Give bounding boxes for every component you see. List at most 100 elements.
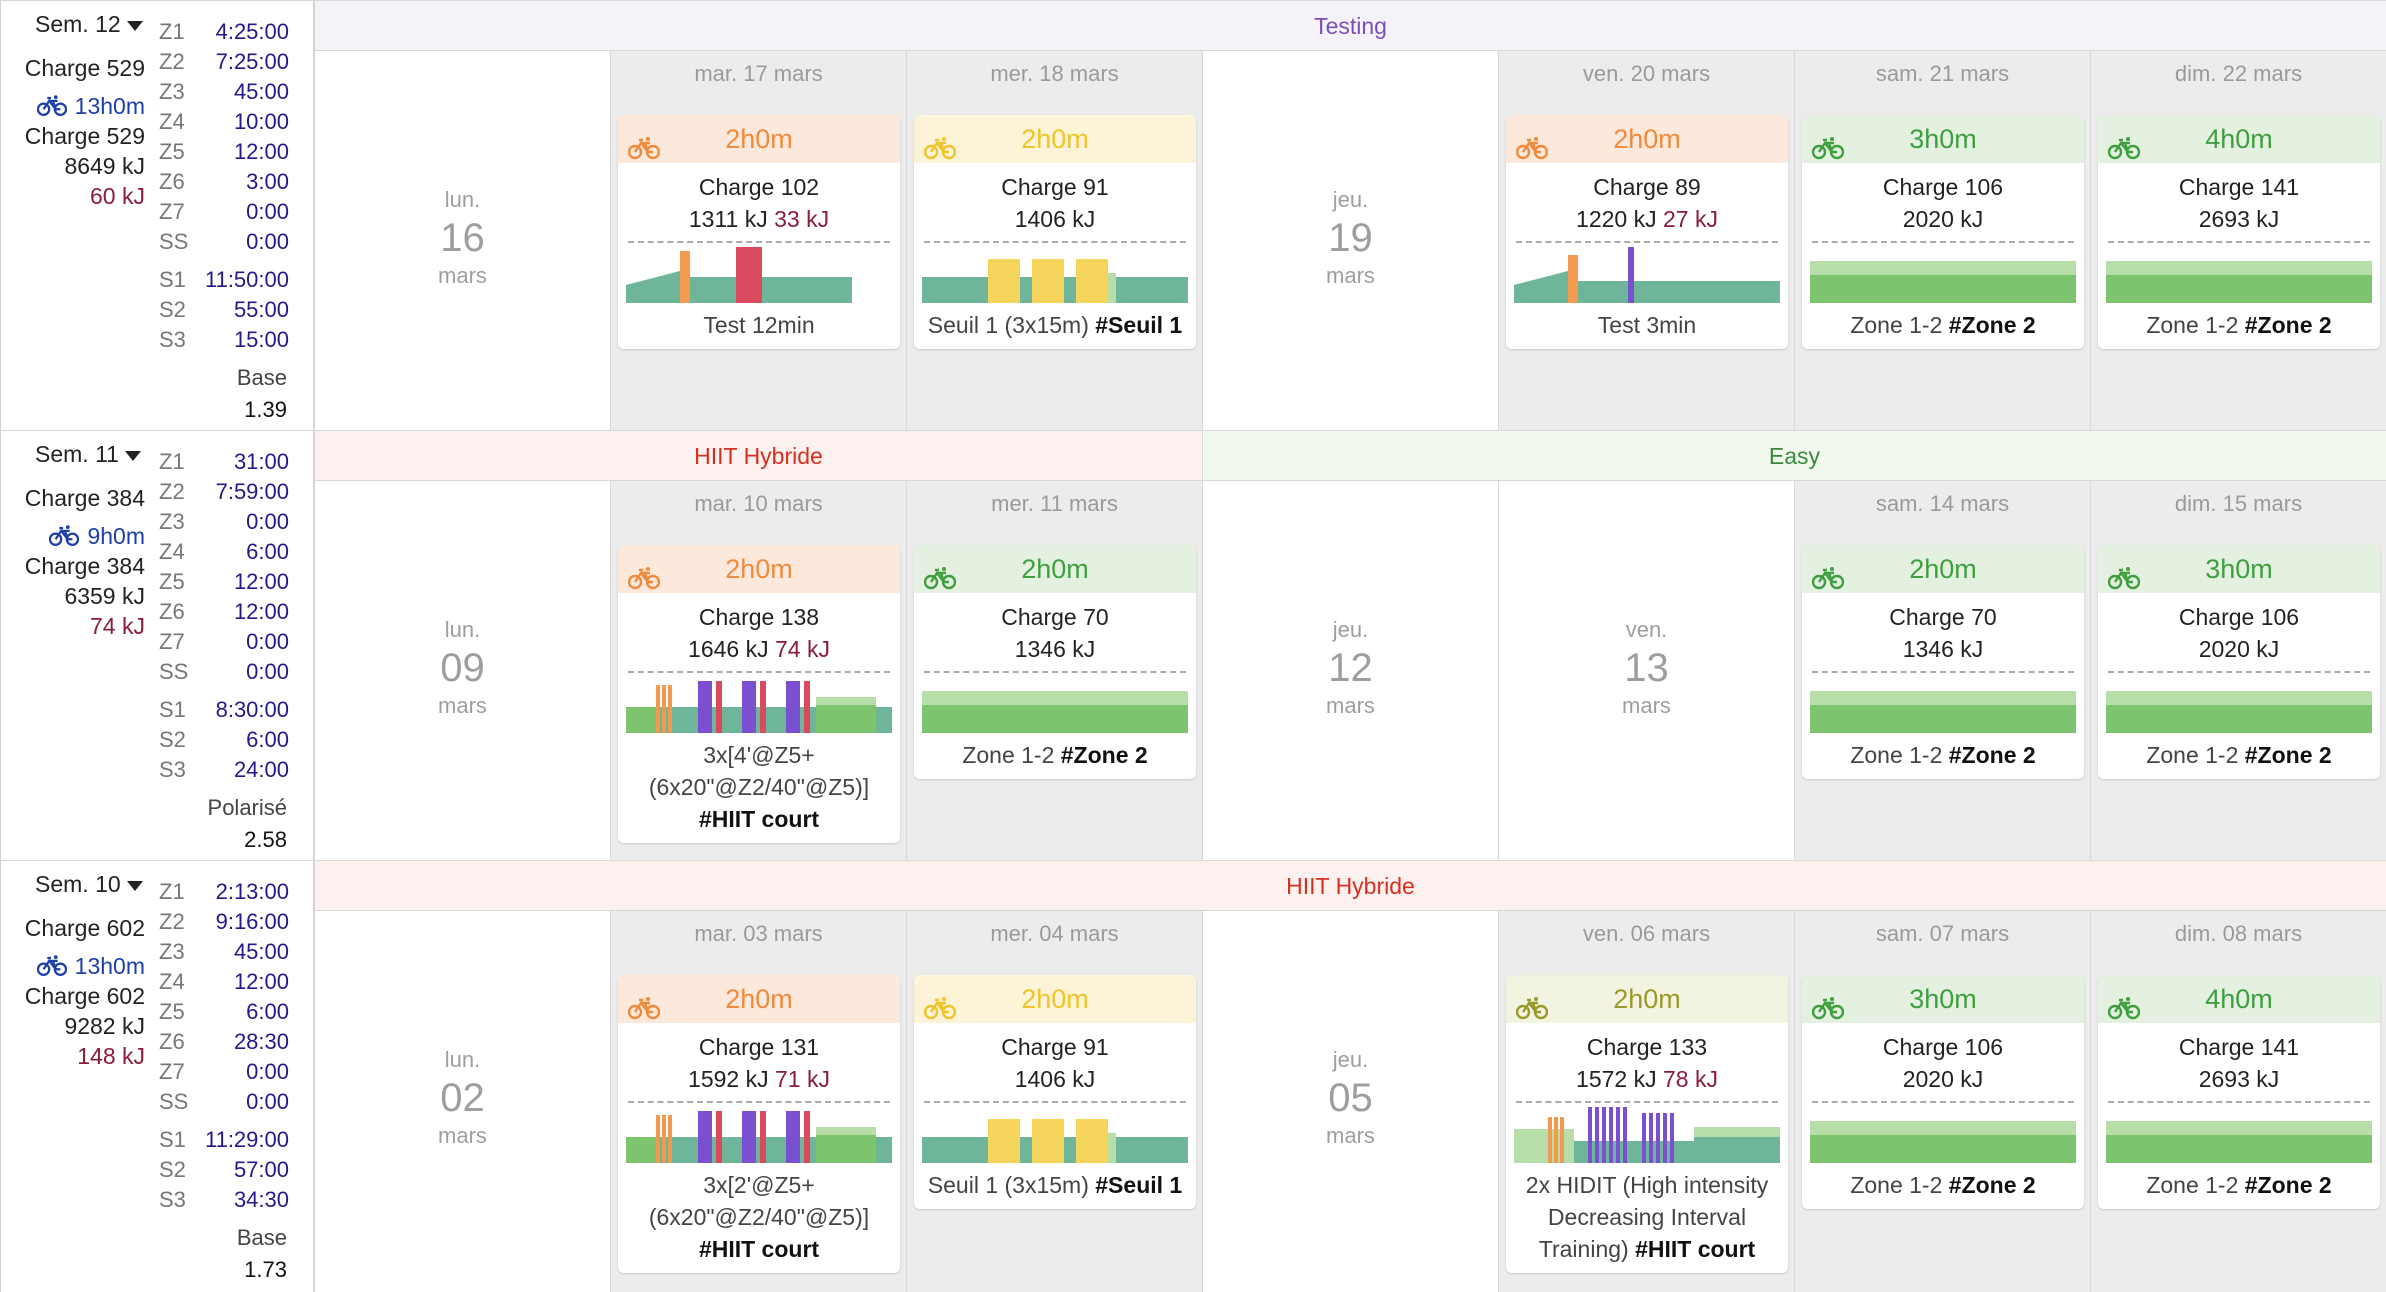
workout-card[interactable]: 4h0m Charge 141 2693 kJ Zone 1-2 #Zone 2 [2098,115,2380,349]
workout-card[interactable]: 2h0m Charge 138 1646 kJ 74 kJ 3x[4'@Z5+ (6x… [618,545,900,843]
rest-day[interactable]: lun. 02 mars [314,911,610,1292]
workout-tag[interactable]: #Seuil 1 [1095,1172,1183,1198]
workout-title: Zone 1-2 [2146,1172,2239,1198]
workout-stats: Charge 138 1646 kJ 74 kJ [618,593,900,665]
zone-label: SS [159,1089,189,1114]
day-cell[interactable]: mer. 18 mars 2h0m Charge 91 1406 kJ Seuil 1… [906,51,1202,431]
zone-row: Z1 4:25:00 [159,17,289,47]
rest-day[interactable]: lun. 16 mars [314,51,610,431]
day-month: mars [1326,263,1375,288]
workout-profile-chart [1810,1121,2076,1163]
day-cell[interactable]: sam. 14 mars 2h0m Charge 70 1346 kJ Zone 1-… [1794,481,2090,861]
phase-band[interactable]: Easy [1202,431,2386,481]
workout-description: Zone 1-2 #Zone 2 [2098,733,2380,779]
workout-card[interactable]: 2h0m Charge 133 1572 kJ 78 kJ 2x HIDIT (Hig… [1506,975,1788,1273]
workout-tag[interactable]: #HIIT court [698,806,820,832]
day-cell[interactable]: mer. 11 mars 2h0m Charge 70 1346 kJ Zone 1-… [906,481,1202,861]
zone-value: 0:00 [246,199,289,224]
profile-interval [742,1111,756,1163]
week-selector[interactable]: Sem. 11 [35,441,141,468]
phase-band-label: Easy [1768,443,1821,469]
day-cell[interactable]: sam. 21 mars 3h0m Charge 106 2020 kJ Zone 1… [1794,51,2090,431]
chevron-down-icon[interactable] [124,450,141,461]
zone-row: S1 8:30:00 [159,695,289,725]
zone-value: 12:00 [233,569,289,594]
day-cell[interactable]: dim. 22 mars 4h0m Charge 141 2693 kJ Zone 1… [2090,51,2386,431]
workout-kj: 2693 kJ [2198,206,2280,232]
zone-value: 3:00 [246,169,289,194]
workout-title: Seuil 1 (3x15m) [927,312,1089,338]
workout-card[interactable]: 2h0m Charge 89 1220 kJ 27 kJ Test 3min [1506,115,1788,349]
workout-tag[interactable]: #Zone 2 [2244,742,2332,768]
day-cell[interactable]: ven. 06 mars 2h0m Charge 133 1572 kJ 78 kJ… [1498,911,1794,1292]
workout-card[interactable]: 4h0m Charge 141 2693 kJ Zone 1-2 #Zone 2 [2098,975,2380,1209]
zone-row: Z6 12:00 [159,597,289,627]
workout-tag[interactable]: #Seuil 1 [1095,312,1183,338]
rest-day-label: jeu. 05 mars [1203,1047,1498,1149]
rest-day[interactable]: jeu. 12 mars [1202,481,1498,861]
rest-day[interactable]: jeu. 19 mars [1202,51,1498,431]
workout-profile-chart [626,1111,892,1163]
week-row: Sem. 12 Charge 529 13h0m Charge 529 8649 kJ… [0,0,2386,431]
zone-label: Z1 [159,879,185,904]
profile-main [1810,1135,2076,1163]
rest-day-label: ven. 13 mars [1499,617,1794,719]
workout-tag[interactable]: #Zone 2 [1948,1172,2036,1198]
day-grid: lun. 02 mars mar. 03 mars 2h0m Charge 131 159… [314,911,2386,1292]
profile-effort [680,251,690,303]
rest-day-label: jeu. 12 mars [1203,617,1498,719]
workout-kj: 2020 kJ [2198,636,2280,662]
workout-card[interactable]: 2h0m Charge 131 1592 kJ 71 kJ 3x[2'@Z5+ (6x… [618,975,900,1273]
profile-base [876,707,892,733]
phase-band[interactable]: Testing [314,1,2386,51]
workout-card[interactable]: 2h0m Charge 91 1406 kJ Seuil 1 (3x15m) #Seu… [914,975,1196,1209]
phase-band[interactable]: HIIT Hybride [314,861,2386,911]
zone-row: Z1 2:13:00 [159,877,289,907]
day-cell[interactable]: sam. 07 mars 3h0m Charge 106 2020 kJ Zone 1… [1794,911,2090,1292]
day-cell[interactable]: ven. 20 mars 2h0m Charge 89 1220 kJ 27 kJ T… [1498,51,1794,431]
day-cell[interactable]: mar. 17 mars 2h0m Charge 102 1311 kJ 33 kJ… [610,51,906,431]
day-cell[interactable]: dim. 08 mars 4h0m Charge 141 2693 kJ Zone 1… [2090,911,2386,1292]
workout-card[interactable]: 2h0m Charge 91 1406 kJ Seuil 1 (3x15m) #Seu… [914,115,1196,349]
rest-day[interactable]: jeu. 05 mars [1202,911,1498,1292]
workout-tag[interactable]: #HIIT court [1635,1236,1756,1262]
workout-tag[interactable]: #Zone 2 [1060,742,1148,768]
chevron-down-icon[interactable] [126,880,143,891]
day-cell[interactable]: mar. 10 mars 2h0m Charge 138 1646 kJ 74 kJ… [610,481,906,861]
workout-kj-row: 1646 kJ 74 kJ [618,633,900,665]
week-selector[interactable]: Sem. 12 [35,11,143,38]
zone-row: Z2 7:25:00 [159,47,289,77]
phase-band[interactable]: HIIT Hybride [314,431,1202,481]
workout-profile-chart [922,691,1188,733]
zone-label: Z3 [159,79,185,104]
profile-effort [1568,255,1578,303]
week-selector[interactable]: Sem. 10 [35,871,143,898]
day-cell[interactable]: mar. 03 mars 2h0m Charge 131 1592 kJ 71 kJ… [610,911,906,1292]
workout-kj-row: 1311 kJ 33 kJ [618,203,900,235]
day-header: dim. 15 mars [2174,491,2303,516]
workout-stats: Charge 91 1406 kJ [914,1023,1196,1095]
week-bike-charge: Charge 384 [24,553,145,579]
workout-tag[interactable]: #Zone 2 [1948,312,2036,338]
workout-card[interactable]: 3h0m Charge 106 2020 kJ Zone 1-2 #Zone 2 [2098,545,2380,779]
profile-effort [656,1115,660,1163]
chevron-down-icon[interactable] [126,20,143,31]
workout-tag[interactable]: #Zone 2 [2244,1172,2332,1198]
workout-card[interactable]: 3h0m Charge 106 2020 kJ Zone 1-2 #Zone 2 [1802,975,2084,1209]
profile-interval [1076,1119,1108,1163]
workout-card[interactable]: 2h0m Charge 102 1311 kJ 33 kJ Test 12min [618,115,900,349]
workout-card[interactable]: 2h0m Charge 70 1346 kJ Zone 1-2 #Zone 2 [914,545,1196,779]
workout-tag[interactable]: #Zone 2 [2244,312,2332,338]
rest-day[interactable]: ven. 13 mars [1498,481,1794,861]
workout-card[interactable]: 2h0m Charge 70 1346 kJ Zone 1-2 #Zone 2 [1802,545,2084,779]
zone-value: 12:00 [233,139,289,164]
rest-day[interactable]: lun. 09 mars [314,481,610,861]
workout-tag[interactable]: #Zone 2 [1948,742,2036,768]
day-cell[interactable]: dim. 15 mars 3h0m Charge 106 2020 kJ Zone 1… [2090,481,2386,861]
workout-card[interactable]: 3h0m Charge 106 2020 kJ Zone 1-2 #Zone 2 [1802,115,2084,349]
week-charge: Charge 529 [24,55,145,81]
profile-effort [668,685,672,733]
workout-tag[interactable]: #HIIT court [698,1236,820,1262]
workout-charge: Charge 138 [698,604,820,630]
day-cell[interactable]: mer. 04 mars 2h0m Charge 91 1406 kJ Seuil 1… [906,911,1202,1292]
